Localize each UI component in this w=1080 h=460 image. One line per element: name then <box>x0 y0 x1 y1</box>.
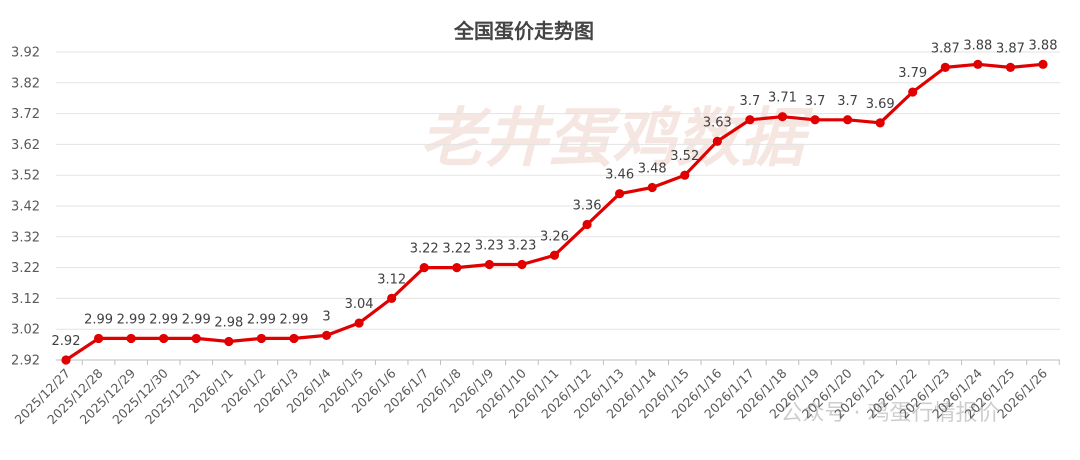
data-point <box>712 136 722 146</box>
data-point <box>1038 59 1048 69</box>
data-label: 3.22 <box>442 242 471 257</box>
data-point <box>289 333 299 344</box>
y-tick-label: 3.12 <box>11 292 40 307</box>
y-tick-label: 3.92 <box>11 46 40 61</box>
data-label: 3.87 <box>931 41 960 56</box>
data-label: 3.26 <box>540 229 569 244</box>
data-point <box>680 170 690 180</box>
y-tick-label: 3.02 <box>11 323 40 338</box>
x-axis-ticks: 2025/12/272025/12/282025/12/292025/12/30… <box>12 360 1060 427</box>
data-label: 3.36 <box>573 198 602 213</box>
y-tick-label: 2.92 <box>11 354 40 369</box>
data-label: 3.46 <box>605 168 634 183</box>
y-tick-label: 3.32 <box>11 230 40 245</box>
watermark-bottom: 公众号 · 鸡蛋行情报价 <box>781 401 1000 426</box>
data-label: 3.79 <box>898 66 927 81</box>
data-label: 3.69 <box>866 97 895 112</box>
data-point <box>419 263 429 273</box>
data-point <box>647 182 657 193</box>
data-label: 3.88 <box>963 38 992 53</box>
data-label: 3.23 <box>507 239 536 254</box>
data-label: 2.99 <box>182 312 211 327</box>
y-tick-label: 3.82 <box>11 76 40 91</box>
data-point <box>549 250 560 260</box>
data-labels: 2.922.99 2.99 2.99 2.99 2.98 2.99 2.99 33.043.1… <box>52 38 1058 349</box>
data-point <box>973 59 983 69</box>
data-label: 3.7 <box>837 94 858 109</box>
data-point <box>452 263 462 273</box>
data-label: 2.99 <box>247 312 276 327</box>
data-point <box>843 115 853 125</box>
data-label: 3.7 <box>740 94 761 109</box>
data-label: 3.63 <box>703 115 732 130</box>
data-point <box>745 115 755 125</box>
y-tick-label: 3.22 <box>11 261 40 276</box>
data-label: 2.99 <box>149 312 178 327</box>
y-tick-label: 3.72 <box>11 107 40 122</box>
data-point <box>908 87 918 97</box>
data-point <box>1005 62 1016 72</box>
y-tick-label: 3.52 <box>11 169 40 184</box>
series <box>61 59 1048 365</box>
data-point <box>875 118 885 128</box>
data-point <box>582 219 592 230</box>
data-point <box>224 336 234 347</box>
y-tick-label: 3.42 <box>11 200 40 215</box>
data-point <box>321 330 332 340</box>
data-point <box>256 333 266 344</box>
data-label: 3.87 <box>996 41 1025 56</box>
data-point <box>126 333 136 344</box>
data-label: 3.12 <box>377 272 406 287</box>
data-point <box>517 259 527 270</box>
data-label: 3.52 <box>670 149 699 164</box>
data-point <box>484 259 494 270</box>
data-label: 2.98 <box>214 316 243 331</box>
data-point <box>777 112 788 122</box>
data-label: 3.7 <box>805 94 826 109</box>
chart-title: 全国蛋价走势图 <box>453 19 594 43</box>
watermark: 老井蛋鸡数据 <box>420 101 814 176</box>
y-tick-label: 3.62 <box>11 138 40 153</box>
grid <box>56 51 1060 361</box>
data-point <box>61 355 71 365</box>
data-point <box>93 333 104 344</box>
data-point <box>354 318 364 328</box>
data-label: 3.88 <box>1029 38 1058 53</box>
data-label: 2.99 <box>279 312 308 327</box>
data-point <box>810 115 820 125</box>
data-label: 2.99 <box>117 312 146 327</box>
data-point <box>191 333 201 344</box>
data-label: 3.04 <box>345 297 374 312</box>
data-label: 2.99 <box>84 312 113 327</box>
data-label: 2.92 <box>52 334 81 349</box>
data-point <box>940 62 950 72</box>
y-axis-ticks: 3.92 3.82 3.72 3.62 3.52 3.42 3.32 3.22 3.12 3.02… <box>11 46 40 369</box>
data-label: 3.23 <box>475 239 504 254</box>
data-label: 3.22 <box>410 242 439 257</box>
data-label: 3 <box>322 309 330 324</box>
data-label: 3.71 <box>768 91 797 106</box>
data-label: 3.48 <box>638 162 667 177</box>
data-point <box>387 293 397 303</box>
data-point <box>615 189 625 199</box>
data-point <box>159 333 169 344</box>
